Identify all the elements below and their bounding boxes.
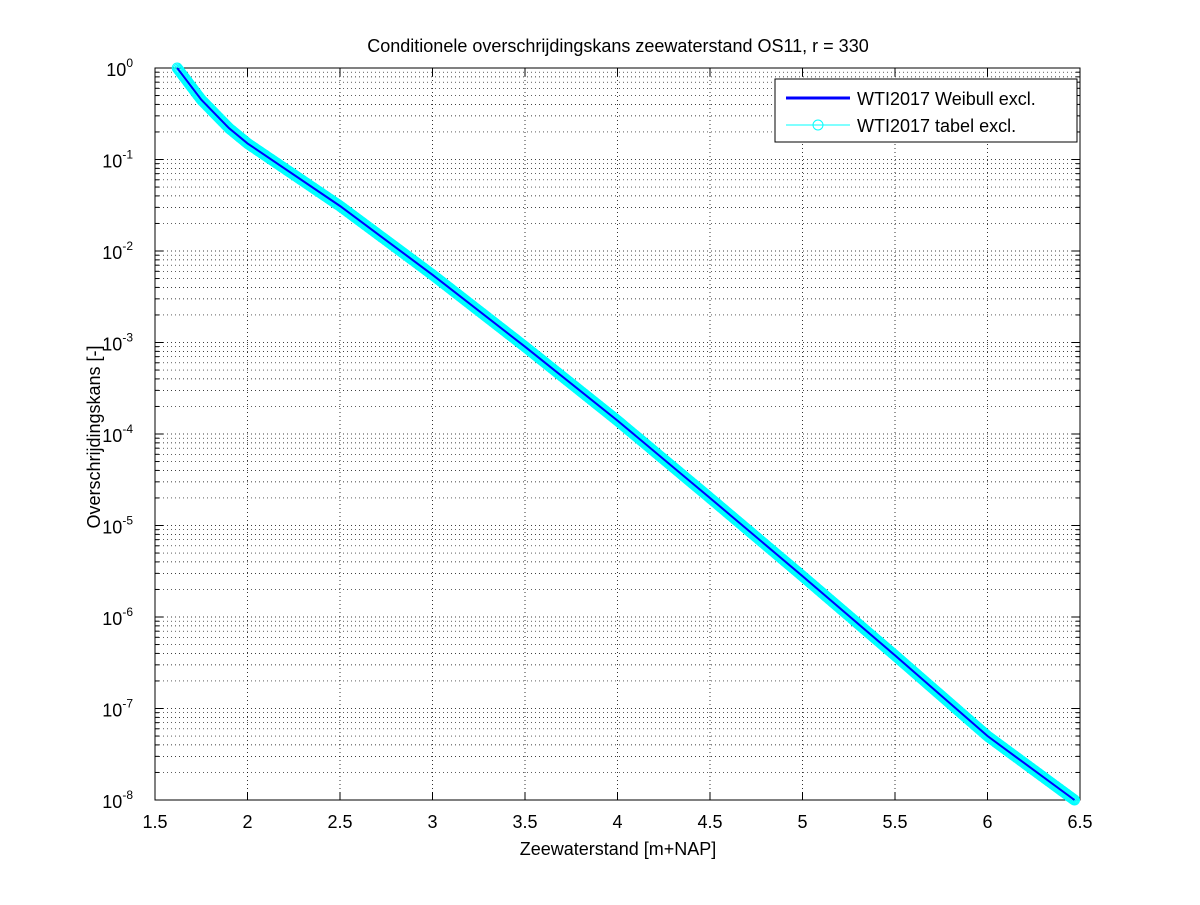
legend-label-tabel: WTI2017 tabel excl. (857, 116, 1016, 136)
y-tick-label: 10-7 (102, 697, 133, 721)
x-tick-label: 4 (612, 812, 622, 832)
x-tick-label: 2.5 (327, 812, 352, 832)
data-point-tabel (1065, 792, 1077, 803)
legend: WTI2017 Weibull excl. WTI2017 tabel excl… (774, 78, 1078, 143)
x-axis-label: Zeewaterstand [m+NAP] (520, 839, 717, 859)
y-axis-label: Overschrijdingskans [-] (84, 345, 104, 528)
x-tick-label: 6 (982, 812, 992, 832)
legend-marker-tabel (812, 119, 824, 131)
x-tick-label: 1.5 (142, 812, 167, 832)
y-tick-label: 10-1 (102, 148, 133, 172)
data-point-tabel (1066, 792, 1078, 804)
data-point-tabel (1067, 793, 1079, 805)
data-point-tabel (1069, 794, 1080, 806)
x-tick-label: 3 (427, 812, 437, 832)
y-tick-label: 10-5 (102, 514, 133, 538)
x-tick-label: 5.5 (882, 812, 907, 832)
y-tick-label: 10-6 (102, 605, 133, 629)
y-tick-label: 10-3 (102, 331, 133, 355)
data-point-tabel (1068, 793, 1080, 805)
x-tick-label: 3.5 (512, 812, 537, 832)
legend-entry-weibull: WTI2017 Weibull excl. (786, 89, 1036, 109)
chart-title: Conditionele overschrijdingskans zeewate… (367, 36, 868, 56)
plot-area (171, 62, 1080, 806)
x-tick-label: 4.5 (697, 812, 722, 832)
y-tick-label: 10-2 (102, 239, 133, 263)
legend-entry-tabel: WTI2017 tabel excl. (786, 116, 1016, 136)
y-tick-label: 10-4 (102, 422, 133, 446)
x-tick-label: 2 (242, 812, 252, 832)
x-tick-label: 5 (797, 812, 807, 832)
axis-ticks: 1.5 2 2.5 3 3.5 4 4.5 5 5.5 6 6.5 100 10-1 10-2 10-3 10… (102, 56, 1092, 832)
legend-box (774, 78, 1078, 143)
series-line-weibull (176, 67, 1076, 801)
series-markers-tabel (171, 62, 1080, 806)
legend-label-weibull: WTI2017 Weibull excl. (857, 89, 1036, 109)
y-tick-label: 10-8 (102, 788, 133, 812)
x-tick-label: 6.5 (1067, 812, 1092, 832)
y-tick-label: 100 (106, 56, 133, 80)
